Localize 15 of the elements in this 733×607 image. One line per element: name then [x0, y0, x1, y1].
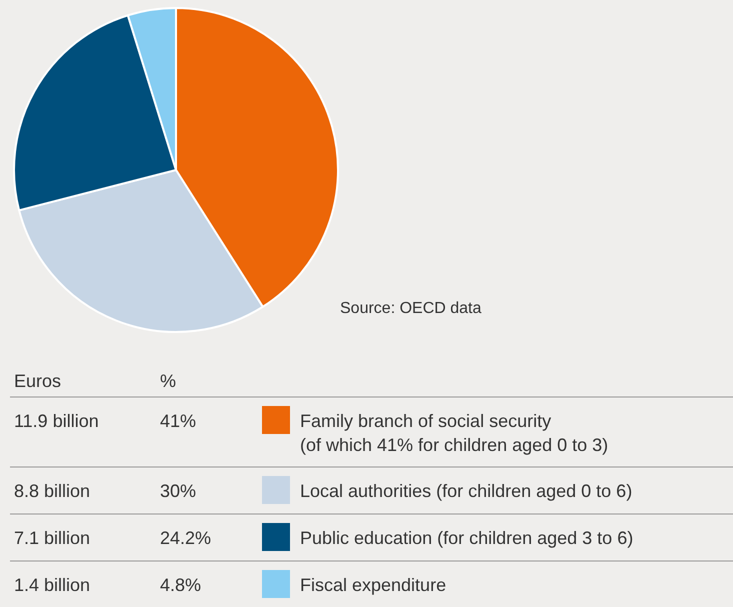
text: 8.8 billion: [14, 481, 90, 501]
text: %: [160, 371, 176, 391]
text: 30%: [160, 481, 196, 501]
text: 24.2%: [160, 528, 212, 548]
legend-label: Local authorities (for children aged 0 to 6): [300, 481, 632, 501]
legend-label: Fiscal expenditure: [300, 575, 446, 595]
text: 7.1 billion: [14, 528, 90, 548]
legend-label: Public education (for children aged 3 to 6): [300, 528, 634, 548]
source-note: Source: OECD data: [340, 300, 482, 317]
legend-label: Family branch of social security (of which 41% for children aged 0 to 3): [300, 411, 608, 455]
text: 41%: [160, 411, 196, 431]
text: 1.4 billion: [14, 575, 90, 595]
text: 11.9 billion: [14, 411, 99, 431]
text: 4.8%: [160, 575, 202, 595]
text: Euros: [14, 371, 62, 391]
